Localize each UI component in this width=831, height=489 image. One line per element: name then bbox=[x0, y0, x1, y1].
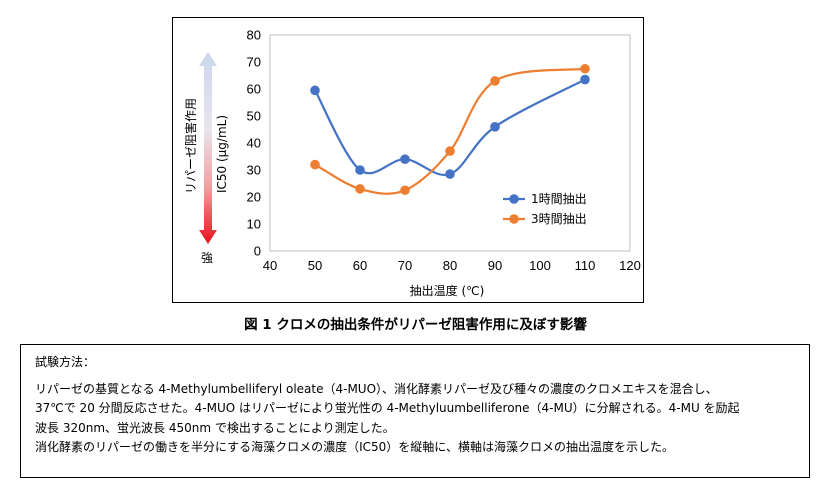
method-line-3: 波長 320nm、蛍光波長 450nm で検出することにより測定した。 bbox=[35, 420, 395, 435]
x-tick-label: 100 bbox=[529, 258, 551, 273]
data-point-2 bbox=[490, 76, 500, 86]
data-point-1 bbox=[490, 122, 500, 132]
x-tick-label: 90 bbox=[488, 258, 502, 273]
x-tick-label: 110 bbox=[575, 258, 596, 273]
series-line-1 bbox=[314, 78, 586, 177]
data-point-2 bbox=[355, 184, 365, 194]
x-tick-label: 50 bbox=[308, 258, 322, 273]
line-chart: リパーゼ阻害作用 強 IC50 (μg/mL) 抽出温度 (℃) 0 10 20 30… bbox=[183, 28, 641, 299]
data-point-1 bbox=[355, 165, 365, 175]
data-point-2 bbox=[310, 159, 320, 170]
data-point-2 bbox=[445, 146, 455, 156]
y-tick-label: 60 bbox=[247, 82, 261, 97]
arrow-label-top: リパーゼ阻害作用 bbox=[183, 98, 198, 194]
data-point-2 bbox=[400, 185, 410, 196]
x-axis-title: 抽出温度 (℃) bbox=[410, 283, 485, 298]
legend-marker-1 bbox=[509, 194, 519, 204]
y-tick-label: 0 bbox=[254, 244, 261, 259]
y-tick-label: 40 bbox=[247, 136, 261, 151]
y-tick-label: 50 bbox=[247, 109, 261, 124]
x-tick-label: 70 bbox=[398, 258, 412, 273]
legend-label-1: 1時間抽出 bbox=[531, 192, 587, 206]
legend-marker-2 bbox=[509, 214, 519, 224]
data-point-1 bbox=[580, 74, 590, 85]
figure-caption: 図 1 クロメの抽出条件がリパーゼ阻害作用に及ぼす影響 bbox=[244, 317, 587, 333]
data-point-1 bbox=[310, 85, 320, 96]
data-point-1 bbox=[445, 169, 455, 179]
x-tick-label: 60 bbox=[353, 258, 367, 273]
method-heading: 試験方法： bbox=[35, 355, 96, 369]
legend: 1時間抽出 3時間抽出 bbox=[503, 192, 587, 226]
y-tick-label: 20 bbox=[247, 190, 261, 205]
chart-frame: リパーゼ阻害作用 強 IC50 (μg/mL) 抽出温度 (℃) 0 10 20 30… bbox=[172, 17, 644, 303]
x-tick-label: 80 bbox=[443, 258, 457, 273]
arrow-label-bottom: 強 bbox=[201, 251, 213, 265]
y-axis-title: IC50 (μg/mL) bbox=[215, 115, 229, 193]
y-tick-label: 80 bbox=[247, 28, 261, 43]
y-tick-label: 30 bbox=[247, 163, 261, 178]
plot-area bbox=[269, 34, 631, 252]
x-tick-label: 120 bbox=[619, 258, 641, 273]
data-point-2 bbox=[580, 63, 590, 74]
method-line-2: 37℃で 20 分間反応させた。4-MUO はリパーゼにより蛍光性の 4-Met… bbox=[35, 401, 740, 415]
strength-arrow bbox=[199, 52, 217, 244]
y-tick-label: 70 bbox=[247, 55, 261, 70]
method-line-4: 消化酵素のリパーゼの働きを半分にする海藻クロメの濃度（IC50）を縦軸に、横軸は… bbox=[35, 440, 674, 454]
method-box: 試験方法： リパーゼの基質となる 4-Methylumbelliferyl ol… bbox=[20, 344, 810, 478]
legend-label-2: 3時間抽出 bbox=[531, 212, 587, 226]
method-line-1: リパーゼの基質となる 4-Methylumbelliferyl oleate（4… bbox=[35, 381, 718, 396]
x-tick-label: 40 bbox=[263, 258, 277, 273]
data-point-1 bbox=[400, 154, 410, 164]
y-tick-label: 10 bbox=[247, 217, 261, 232]
